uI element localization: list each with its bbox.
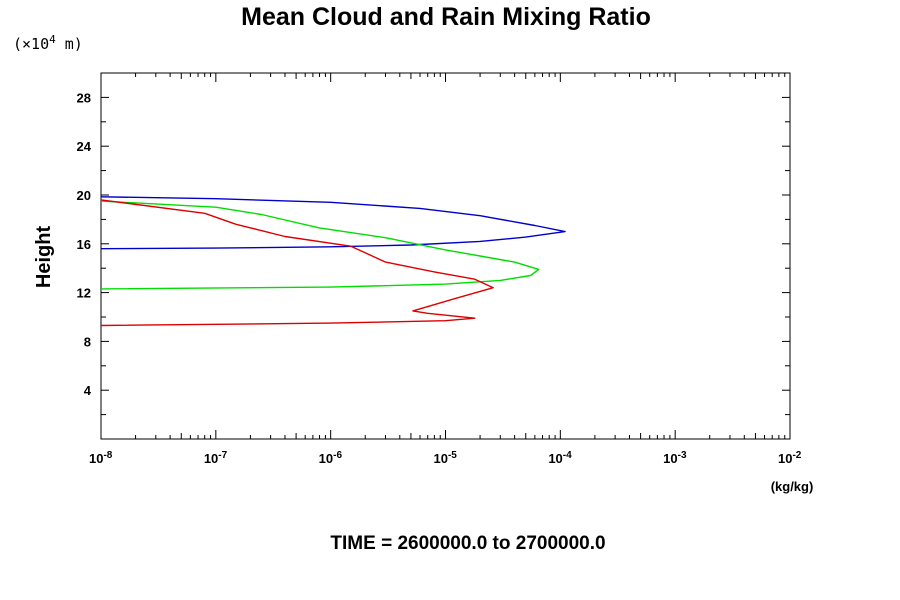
height-unit-suffix: m)	[56, 35, 83, 53]
series-line-2	[100, 200, 540, 290]
x-tick-label: 10-3	[663, 450, 687, 466]
y-tick-label: 28	[77, 90, 91, 105]
y-tick-labels: 4 8 12 16 20 24 28	[77, 90, 92, 398]
y-tick-label: 12	[77, 286, 91, 301]
height-unit-label: (×104 m)	[13, 33, 83, 53]
x-tick-label: 10-5	[434, 450, 458, 466]
chart-title: Mean Cloud and Rain Mixing Ratio	[241, 3, 651, 31]
plot-frame	[100, 72, 791, 440]
y-axis-label: Height	[33, 226, 55, 289]
x-tick-label: 10-4	[548, 450, 572, 466]
x-tick-label: 10-7	[204, 450, 228, 466]
data-series	[100, 196, 566, 327]
series-line-1	[100, 196, 566, 250]
height-unit-exponent: 4	[49, 33, 56, 46]
y-tick-label: 16	[77, 237, 91, 252]
y-tick-label: 20	[77, 188, 91, 203]
x-tick-label: 10-6	[319, 450, 343, 466]
x-axis-unit-label: (kg/kg)	[771, 479, 814, 494]
x-tick-label: 10-2	[778, 450, 802, 466]
time-range-footer: TIME = 2600000.0 to 2700000.0	[330, 533, 605, 554]
y-tick-label: 24	[77, 139, 92, 154]
y-tick-label: 4	[84, 383, 92, 398]
axis-ticks	[101, 73, 790, 439]
y-tick-label: 8	[84, 334, 91, 349]
series-line-3	[100, 199, 494, 327]
x-tick-label: 10-8	[89, 450, 113, 466]
x-tick-labels: 10-8 10-7 10-6 10-5 10-4 10-3 10-2	[89, 450, 802, 466]
height-unit-prefix: (×10	[13, 35, 49, 53]
